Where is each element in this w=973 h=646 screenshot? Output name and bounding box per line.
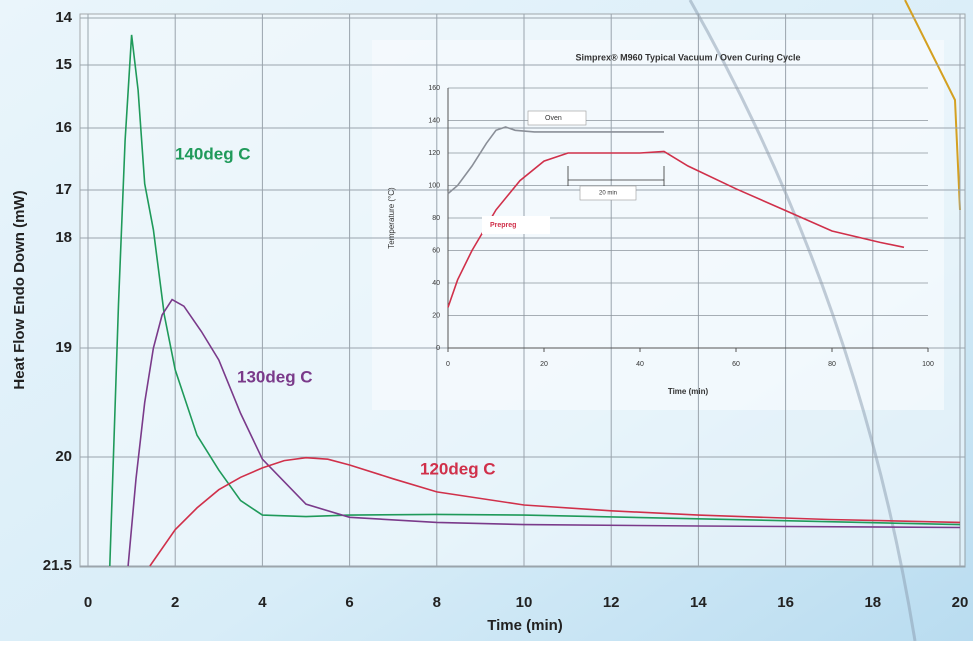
y-tick-label: 19 [55, 339, 72, 356]
y-tick-label: 0 [436, 345, 440, 352]
x-tick-label: 60 [732, 361, 740, 368]
x-tick-label: 2 [171, 594, 179, 611]
x-tick-label: 18 [864, 594, 881, 611]
decoration-arc [688, 0, 917, 642]
x-tick-label: 20 [952, 594, 969, 611]
label-box [527, 110, 587, 126]
label-box [579, 185, 637, 201]
main-chart: 14 15 16 17 18 19 20 21.5 0 2 4 6 8 10 12 14 16 18 20 Time … [11, 9, 968, 634]
x-tick-label: 12 [603, 594, 620, 611]
inset-title: Simprex® M960 Typical Vacuum / Oven Curi… [575, 52, 800, 62]
y-tick-label: 40 [432, 280, 440, 287]
series-line [127, 298, 961, 567]
x-tick-label: 6 [345, 594, 353, 611]
series-line [149, 456, 961, 567]
series-label: Oven [545, 115, 562, 122]
inset-background [372, 40, 944, 410]
series-label: 140deg C [175, 144, 251, 163]
y-tick-label: 21.5 [43, 557, 72, 574]
y-tick-label: 100 [428, 182, 440, 189]
series-label: 130deg C [237, 367, 313, 386]
x-tick-label: 80 [828, 361, 836, 368]
y-tick-label: 120 [428, 150, 440, 157]
decoration-line [904, 0, 961, 211]
x-tick-label: 40 [636, 361, 644, 368]
series-label: Prepreg [490, 222, 516, 229]
x-tick-label: 8 [433, 594, 441, 611]
x-tick-label: 14 [690, 594, 707, 611]
x-tick-label: 20 [540, 361, 548, 368]
y-axis-label: Heat Flow Endo Down (mW) [11, 190, 28, 389]
annotation: 20 min [599, 191, 617, 197]
series-label: 120deg C [420, 459, 496, 478]
y-tick-label: 14 [55, 9, 72, 26]
y-axis-label: Temperature (°C) [387, 187, 396, 249]
series-line [447, 126, 664, 195]
series-line [109, 34, 961, 567]
x-tick-label: 100 [922, 361, 934, 368]
x-tick-label: 0 [84, 594, 92, 611]
y-tick-label: 18 [55, 229, 72, 246]
x-tick-label: 10 [516, 594, 533, 611]
y-tick-label: 17 [55, 181, 72, 198]
y-tick-label: 20 [55, 448, 72, 465]
x-axis-label: Time (min) [668, 387, 709, 396]
x-tick-label: 16 [777, 594, 794, 611]
y-tick-label: 80 [432, 215, 440, 222]
x-tick-label: 4 [258, 594, 267, 611]
y-tick-label: 160 [428, 85, 440, 92]
y-tick-label: 16 [55, 119, 72, 136]
y-tick-label: 140 [428, 117, 440, 124]
x-tick-label: 0 [446, 361, 450, 368]
y-tick-label: 15 [55, 56, 72, 73]
x-axis-label: Time (min) [487, 617, 563, 634]
y-tick-label: 20 [432, 312, 440, 319]
inset-chart: 0 20 40 60 80 100 120 140 160 0 20 40 60 80 100 Simprex… [387, 52, 934, 396]
label-box [482, 216, 550, 234]
y-tick-label: 60 [432, 247, 440, 254]
